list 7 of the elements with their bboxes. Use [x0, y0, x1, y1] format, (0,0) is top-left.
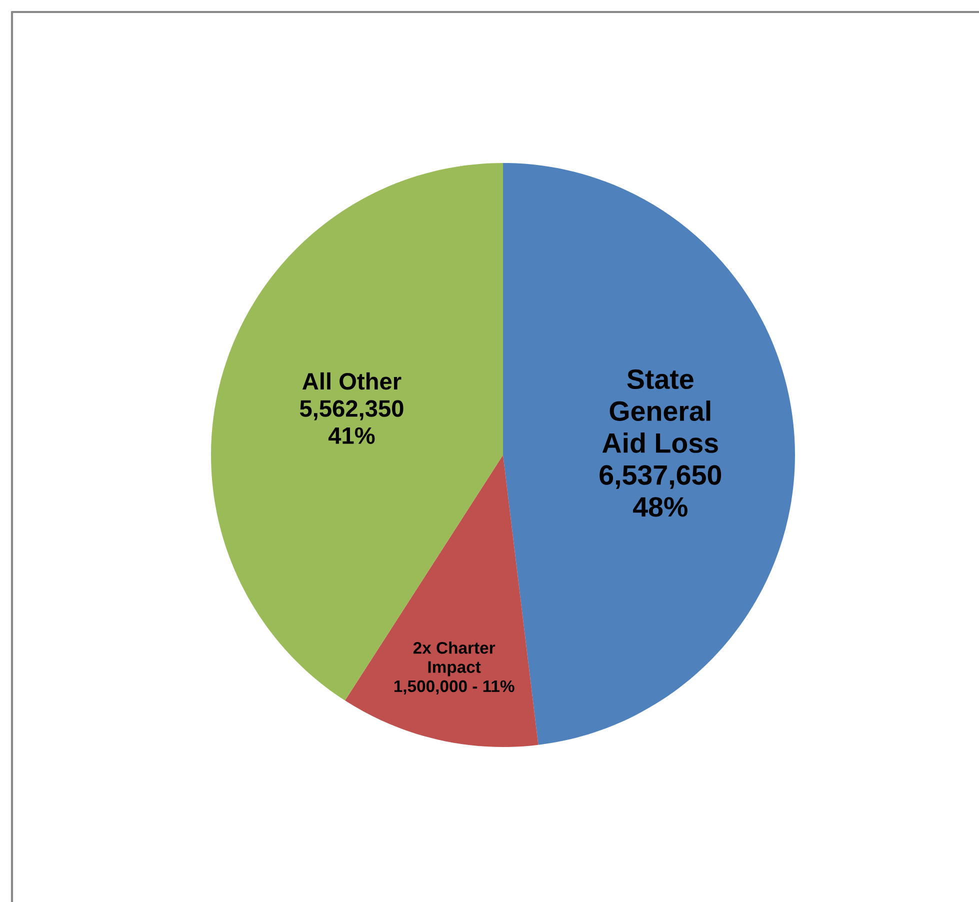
data-label: 5,562,350 41% [300, 400, 404, 444]
data-label: 6,537,650 48% [600, 465, 722, 517]
slice-label: All Other [302, 372, 402, 390]
slice-label: 2x Charter Impact [413, 642, 496, 676]
pie-slice [344, 455, 538, 747]
slice-label: State General Aid Loss [602, 369, 718, 453]
data-label: 1,500,000 - 11% [394, 680, 514, 695]
